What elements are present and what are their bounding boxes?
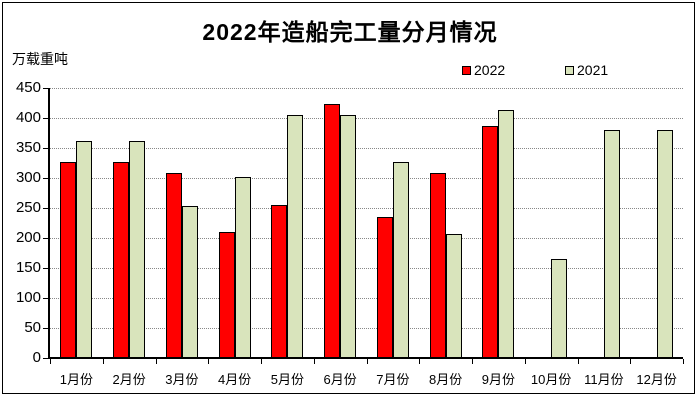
legend-item-2022: 2022 [462,62,505,78]
y-tick-label-250: 250 [15,199,41,216]
bar-2022-month-6 [324,103,341,358]
y-tick-label-100: 100 [15,289,41,306]
bar-2022-month-1 [60,162,77,358]
legend-label-2021: 2021 [577,62,609,78]
x-axis-line [48,357,683,359]
x-tick-label-month-11: 11月份 [584,372,624,387]
x-tick-label-month-5: 5月份 [270,372,304,387]
bar-2022-month-2 [113,162,130,358]
bar-2021-month-11 [603,130,620,358]
plot-area [50,88,683,358]
y-axis-line [48,88,50,358]
x-tick-label-month-3: 3月份 [165,372,199,387]
x-tick-label-month-1: 1月份 [59,372,93,387]
bar-2022-month-5 [271,205,288,358]
bar-2021-month-1 [76,141,93,358]
x-tick-mark-2 [155,359,157,364]
x-tick-label-month-6: 6月份 [323,372,357,387]
x-tick-label-month-8: 8月份 [429,372,463,387]
y-tick-label-300: 300 [15,169,41,186]
x-tick-mark-5 [313,359,315,364]
bar-2021-month-9 [498,109,515,358]
gridline-250 [50,208,683,209]
x-tick-mark-11 [630,359,632,364]
x-tick-label-month-4: 4月份 [218,372,252,387]
x-tick-label-month-2: 2月份 [112,372,146,387]
bar-2021-month-7 [392,161,409,358]
y-tick-label-200: 200 [15,229,41,246]
bar-2021-month-5 [287,115,304,358]
y-axis-unit-label: 万载重吨 [12,51,68,67]
x-tick-label-month-12: 12月份 [636,372,677,387]
x-tick-mark-9 [524,359,526,364]
x-tick-label-month-10: 10月份 [530,372,572,387]
x-tick-mark-10 [577,359,579,364]
x-tick-mark-1 [102,359,104,364]
bar-2022-month-4 [218,232,235,358]
y-tick-label-0: 0 [32,349,41,366]
bar-2022-month-9 [482,126,499,358]
x-tick-mark-6 [366,359,368,364]
bar-2021-month-10 [551,259,568,358]
legend-swatch-2021-icon [565,65,574,75]
y-tick-mark-200 [43,238,48,239]
y-tick-mark-350 [43,148,48,149]
x-tick-mark-12 [683,359,684,364]
y-tick-mark-0 [43,358,48,359]
y-tick-mark-450 [43,88,48,89]
x-tick-mark-0 [50,359,51,364]
legend-item-2021: 2021 [565,62,608,78]
x-tick-label-month-7: 7月份 [376,372,410,387]
gridline-150 [50,268,683,269]
bar-2021-month-4 [234,177,251,358]
bar-2022-month-7 [376,217,393,358]
y-tick-mark-300 [43,178,48,179]
gridline-100 [50,298,683,299]
chart-title: 2022年造船完工量分月情况 [202,19,498,45]
gridline-300 [50,178,683,179]
x-tick-label-month-9: 9月份 [481,372,515,387]
legend-label-2022: 2022 [474,62,506,78]
y-tick-label-400: 400 [15,109,41,126]
x-tick-mark-7 [419,359,421,364]
y-tick-label-450: 450 [15,79,41,96]
y-tick-label-50: 50 [24,319,41,336]
x-tick-mark-4 [261,359,262,364]
gridline-50 [50,328,683,329]
bar-2021-month-8 [445,233,462,358]
gridline-200 [50,238,683,239]
y-tick-mark-50 [43,328,48,329]
x-tick-mark-8 [472,359,473,364]
y-tick-mark-250 [43,208,48,209]
y-tick-mark-100 [43,298,48,299]
legend-swatch-2022-icon [462,65,471,75]
y-tick-mark-400 [43,118,48,119]
bar-2022-month-3 [165,173,182,358]
gridline-400 [50,118,683,119]
bar-2021-month-2 [129,141,146,358]
gridline-350 [50,148,683,149]
bar-2021-month-6 [340,115,357,358]
gridline-450 [50,88,683,89]
y-tick-label-350: 350 [15,139,41,156]
x-tick-mark-3 [208,359,210,364]
bar-2022-month-8 [429,172,446,358]
bar-2021-month-12 [656,130,673,358]
bar-2021-month-3 [181,205,198,358]
y-tick-mark-150 [43,268,48,269]
y-tick-label-150: 150 [15,259,41,276]
